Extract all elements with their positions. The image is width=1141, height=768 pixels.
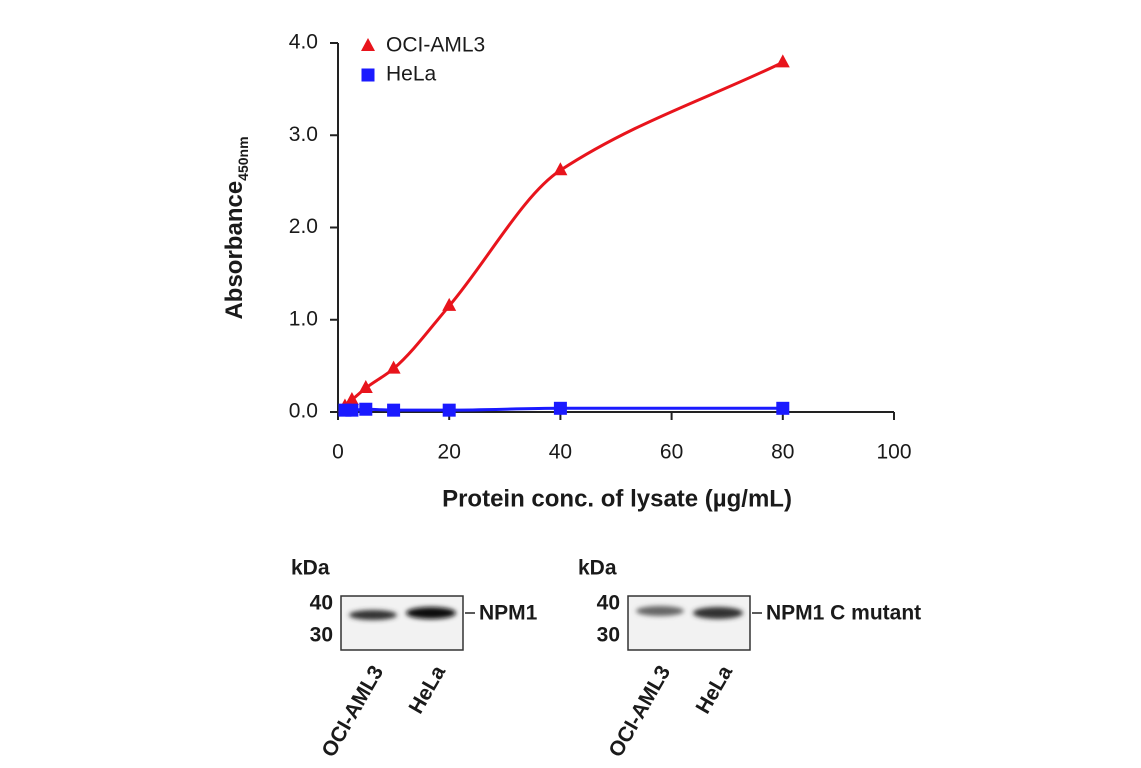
y-axis-label: Absorbance450nm (221, 136, 250, 319)
data-point (345, 403, 359, 417)
data-point (775, 54, 790, 68)
mw-marker: 30 (310, 624, 333, 647)
blot-frame (627, 595, 751, 651)
legend-marker (361, 68, 375, 82)
y-tick-label: 0.0 (289, 400, 318, 423)
data-point (553, 401, 567, 415)
mw-marker: 40 (310, 592, 333, 615)
lane-label: OCI-AML3 (317, 662, 388, 761)
x-axis-label: Protein conc. of lysate (µg/mL) (442, 485, 792, 512)
y-tick-label: 4.0 (289, 31, 318, 54)
band (693, 607, 743, 619)
blot-frame (340, 595, 464, 651)
x-tick-label: 0 (332, 441, 344, 464)
legend-marker (361, 38, 375, 51)
data-point (387, 403, 401, 417)
mw-marker: 40 (597, 592, 620, 615)
data-point (553, 162, 568, 176)
x-tick-label: 40 (549, 441, 572, 464)
kda-label: kDa (578, 557, 617, 580)
data-point (442, 403, 456, 417)
data-point (386, 360, 401, 374)
data-point (442, 297, 457, 311)
legend-label: HeLa (386, 63, 437, 86)
data-point (359, 402, 373, 416)
band (636, 606, 684, 616)
y-tick-label: 2.0 (289, 215, 318, 238)
band-label: NPM1 (479, 602, 538, 625)
x-tick-label: 80 (771, 441, 794, 464)
fit-line (343, 61, 784, 408)
y-tick-label: 1.0 (289, 307, 318, 330)
x-tick-label: 100 (876, 441, 911, 464)
legend-label: OCI-AML3 (386, 34, 485, 57)
x-tick-label: 60 (660, 441, 683, 464)
mw-marker: 30 (597, 624, 620, 647)
data-point (344, 392, 359, 406)
data-point (358, 380, 373, 394)
band (349, 610, 397, 620)
data-point (776, 401, 790, 415)
lane-label: OCI-AML3 (604, 662, 675, 761)
y-tick-label: 3.0 (289, 123, 318, 146)
y-axis-label-main: Absorbance (221, 181, 248, 320)
lane-label: HeLa (405, 662, 451, 718)
lane-label: HeLa (692, 662, 738, 718)
x-tick-label: 20 (438, 441, 461, 464)
band (406, 607, 456, 619)
band-label: NPM1 C mutant (766, 602, 921, 625)
kda-label: kDa (291, 557, 330, 580)
y-axis-label-sub: 450nm (235, 136, 251, 180)
